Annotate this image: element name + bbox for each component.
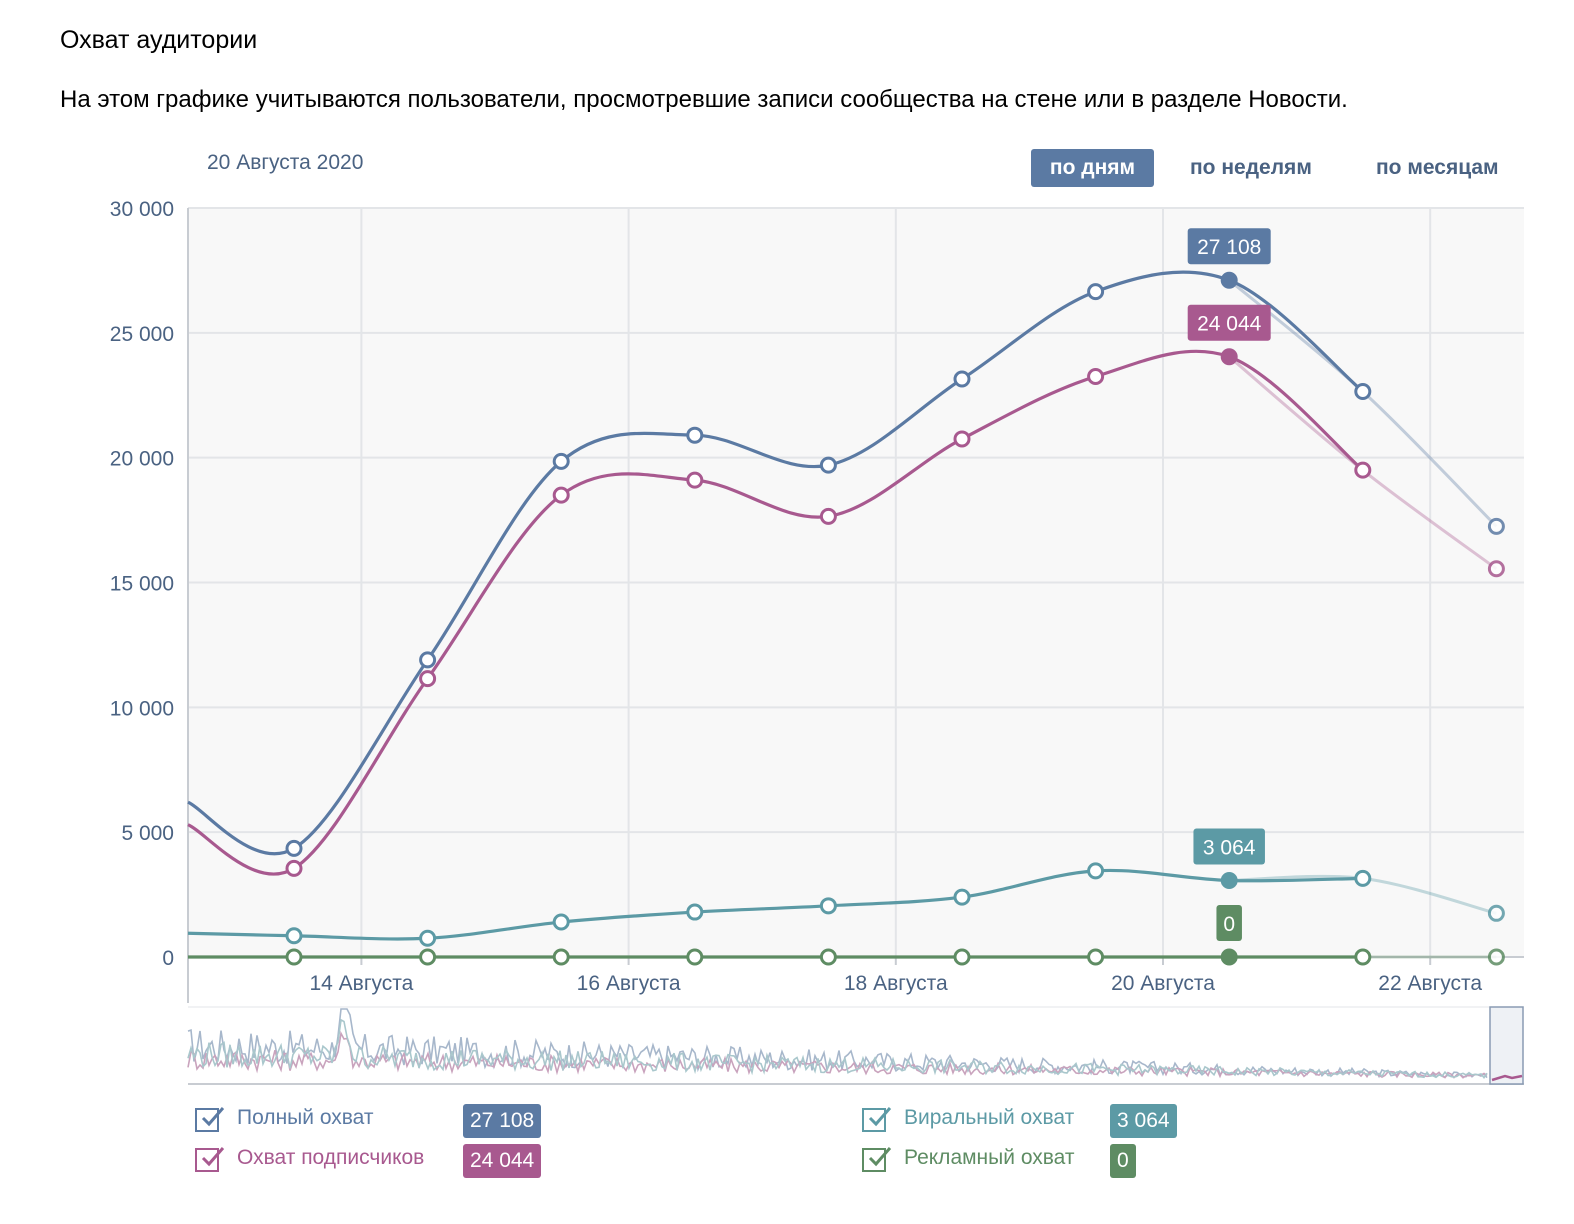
data-point-total-reach[interactable]	[552, 452, 570, 470]
y-tick-label: 10 000	[110, 697, 174, 720]
series-line-viral-reach	[187, 868, 1363, 941]
data-point-ad-reach[interactable]	[419, 948, 437, 966]
series-line-total-reach	[187, 270, 1364, 856]
checkbox-icon[interactable]	[195, 1147, 225, 1172]
y-tick-label: 0	[162, 947, 174, 970]
legend-value-badge: 0	[1110, 1144, 1136, 1178]
data-point-ad-reach[interactable]	[1487, 948, 1505, 966]
data-point-viral-reach[interactable]	[686, 903, 704, 921]
data-point-total-reach[interactable]	[285, 839, 303, 857]
data-point-ad-reach[interactable]	[1220, 948, 1238, 966]
highlight-label-text: 3 064	[1203, 837, 1256, 860]
data-point-subscriber-reach[interactable]	[1487, 560, 1505, 578]
legend-label: Виральный охват	[904, 1106, 1075, 1129]
highlight-label-bg	[1187, 304, 1271, 341]
overview-window-handle[interactable]	[1489, 1006, 1524, 1085]
data-point-ad-reach[interactable]	[1087, 948, 1105, 966]
data-point-total-reach[interactable]	[953, 370, 971, 388]
data-point-subscriber-reach[interactable]	[285, 859, 303, 877]
checkbox-icon[interactable]	[195, 1107, 225, 1132]
data-point-ad-reach[interactable]	[552, 948, 570, 966]
data-point-total-reach[interactable]	[1087, 283, 1105, 301]
tab-by-days[interactable]: по дням	[1031, 149, 1154, 187]
data-point-subscriber-reach[interactable]	[1220, 348, 1238, 366]
highlight-label-bg	[1193, 828, 1265, 865]
data-point-subscriber-reach[interactable]	[552, 486, 570, 504]
overview-series-line	[187, 1018, 1488, 1080]
data-point-viral-reach[interactable]	[953, 888, 971, 906]
data-point-viral-reach[interactable]	[419, 929, 437, 947]
legend-label: Охват подписчиков	[237, 1146, 425, 1169]
data-point-viral-reach[interactable]	[552, 913, 570, 931]
highlight-label-text: 24 044	[1197, 313, 1262, 336]
data-point-subscriber-reach[interactable]	[686, 471, 704, 489]
overview-series-line	[187, 1008, 1488, 1079]
data-point-total-reach[interactable]	[819, 456, 837, 474]
data-point-ad-reach[interactable]	[1354, 948, 1372, 966]
legend-label: Рекламный охват	[904, 1146, 1075, 1169]
y-tick-label: 15 000	[110, 573, 174, 596]
tab-by-months[interactable]: по месяцам	[1376, 156, 1499, 179]
data-point-total-reach[interactable]	[1487, 517, 1505, 535]
highlight-value-label: 24 044	[1187, 304, 1271, 341]
highlight-label-text: 0	[1223, 913, 1235, 936]
data-point-total-reach[interactable]	[1354, 383, 1372, 401]
data-point-subscriber-reach[interactable]	[1087, 368, 1105, 386]
data-point-ad-reach[interactable]	[686, 948, 704, 966]
reach-line-chart[interactable]: 30 000 25 000 20 000 15 000 10 000 5 000 0 14 …	[0, 190, 1574, 1100]
data-point-total-reach[interactable]	[686, 426, 704, 444]
data-point-viral-reach[interactable]	[1087, 862, 1105, 880]
x-tick-label: 14 Августа	[309, 972, 413, 995]
highlight-label-bg	[1187, 228, 1271, 265]
data-point-viral-reach[interactable]	[819, 897, 837, 915]
data-point-viral-reach[interactable]	[1220, 872, 1238, 890]
x-tick-label: 18 Августа	[844, 972, 948, 995]
x-tick-label: 20 Августа	[1111, 972, 1215, 995]
highlight-label-text: 27 108	[1197, 236, 1261, 259]
highlight-value-label: 27 108	[1187, 228, 1271, 265]
data-point-total-reach[interactable]	[419, 651, 437, 669]
data-point-ad-reach[interactable]	[953, 948, 971, 966]
data-point-subscriber-reach[interactable]	[419, 670, 437, 688]
legend-value-badge: 24 044	[463, 1144, 542, 1178]
series-line-subscriber-reach	[187, 349, 1364, 876]
tab-by-weeks[interactable]: по неделям	[1190, 156, 1312, 179]
y-tick-label: 25 000	[110, 323, 174, 346]
data-point-viral-reach[interactable]	[1354, 869, 1372, 887]
y-tick-label: 5 000	[121, 822, 174, 845]
data-point-ad-reach[interactable]	[285, 948, 303, 966]
overview-window-line	[1491, 1074, 1523, 1082]
data-point-subscriber-reach[interactable]	[953, 430, 971, 448]
y-tick-label: 20 000	[110, 448, 174, 471]
highlight-label-bg	[1216, 905, 1242, 941]
legend-label: Полный охват	[237, 1106, 374, 1129]
page-title: Охват аудитории	[60, 26, 258, 54]
chart-description: На этом графике учитываются пользователи…	[60, 86, 1348, 113]
data-point-ad-reach[interactable]	[819, 948, 837, 966]
legend-value-badge: 3 064	[1110, 1104, 1177, 1138]
legend-value-badge: 27 108	[463, 1104, 542, 1138]
x-tick-label: 22 Августа	[1378, 972, 1482, 995]
hover-date-label: 20 Августа 2020	[207, 151, 364, 174]
highlight-value-label: 0	[1216, 905, 1242, 941]
data-point-viral-reach[interactable]	[285, 927, 303, 945]
checkbox-icon[interactable]	[862, 1147, 892, 1172]
data-point-viral-reach[interactable]	[1487, 904, 1505, 922]
highlight-value-label: 3 064	[1193, 828, 1265, 865]
data-point-subscriber-reach[interactable]	[819, 507, 837, 525]
data-point-subscriber-reach[interactable]	[1354, 461, 1372, 479]
x-tick-label: 16 Августа	[577, 972, 681, 995]
overview-navigator[interactable]	[187, 1006, 1524, 1085]
y-tick-label: 30 000	[110, 198, 174, 221]
data-point-total-reach[interactable]	[1220, 271, 1238, 289]
checkbox-icon[interactable]	[862, 1107, 892, 1132]
